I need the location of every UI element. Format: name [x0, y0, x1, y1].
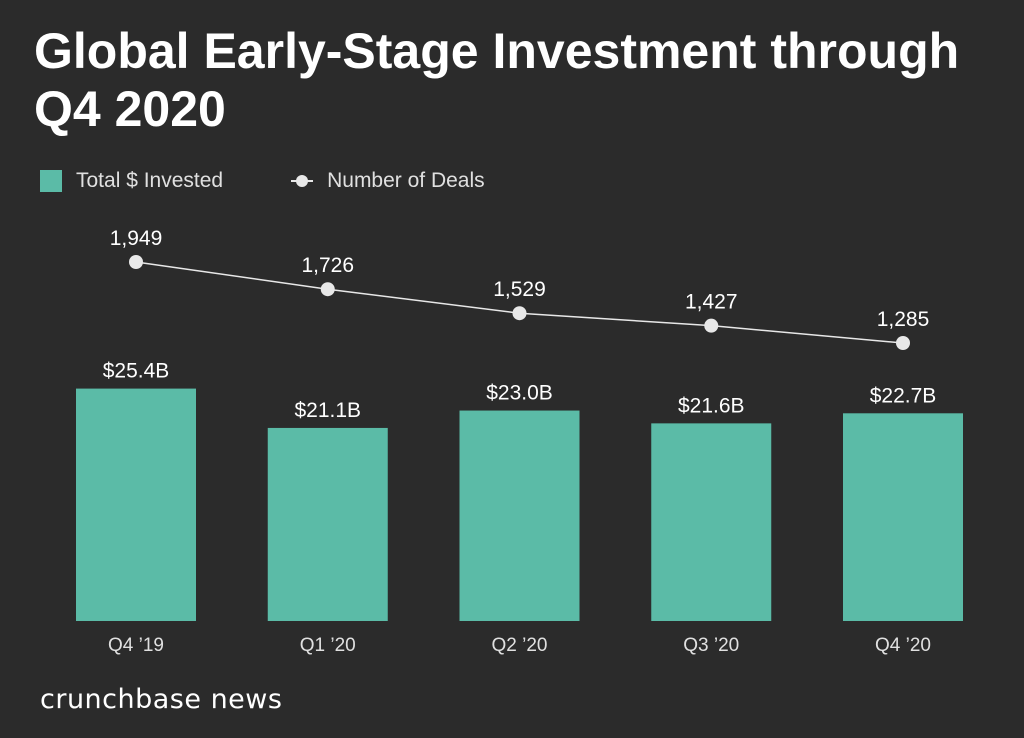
deals-value-label-3: 1,427	[685, 291, 738, 314]
bar-value-label-4: $22.7B	[870, 384, 937, 407]
bar-value-label-2: $23.0B	[486, 382, 553, 405]
deals-point-1	[320, 282, 335, 297]
deals-point-2	[512, 306, 527, 321]
legend-item-invested: Total $ Invested	[40, 169, 223, 193]
legend-swatch-invested	[40, 170, 62, 192]
deals-value-label-0: 1,949	[110, 227, 163, 250]
legend-label-invested: Total $ Invested	[76, 169, 224, 192]
bar-3	[651, 423, 772, 621]
x-tick-label-0: Q4 ’19	[108, 635, 164, 656]
x-tick-label-4: Q4 ’20	[875, 635, 931, 656]
x-tick-label-3: Q3 ’20	[683, 635, 739, 656]
bar-1	[267, 427, 388, 621]
chart-title: Global Early-Stage Investment through Q4…	[34, 23, 960, 137]
legend-line-marker-icon	[291, 170, 314, 192]
bar-2	[459, 410, 580, 621]
brand-logo: crunchbase news	[40, 684, 283, 715]
x-tick-label-2: Q2 ’20	[492, 635, 548, 656]
legend: Total $ Invested Number of Deals	[40, 166, 553, 196]
deals-value-label-1: 1,726	[301, 254, 354, 277]
bar-4	[843, 413, 963, 621]
bar-value-label-0: $25.4B	[103, 360, 170, 383]
deals-value-label-2: 1,529	[493, 278, 546, 301]
deals-point-4	[896, 336, 910, 350]
deals-point-3	[704, 318, 719, 333]
x-tick-label-1: Q1 ’20	[300, 635, 356, 656]
deals-point-0	[129, 255, 143, 269]
bar-value-label-1: $21.1B	[294, 399, 361, 422]
legend-label-deals: Number of Deals	[327, 169, 485, 192]
bar-value-label-3: $21.6B	[678, 394, 745, 417]
legend-item-deals: Number of Deals	[291, 169, 485, 193]
deals-value-label-4: 1,285	[877, 308, 930, 331]
deals-line	[135, 261, 904, 344]
bar-0	[76, 388, 196, 621]
